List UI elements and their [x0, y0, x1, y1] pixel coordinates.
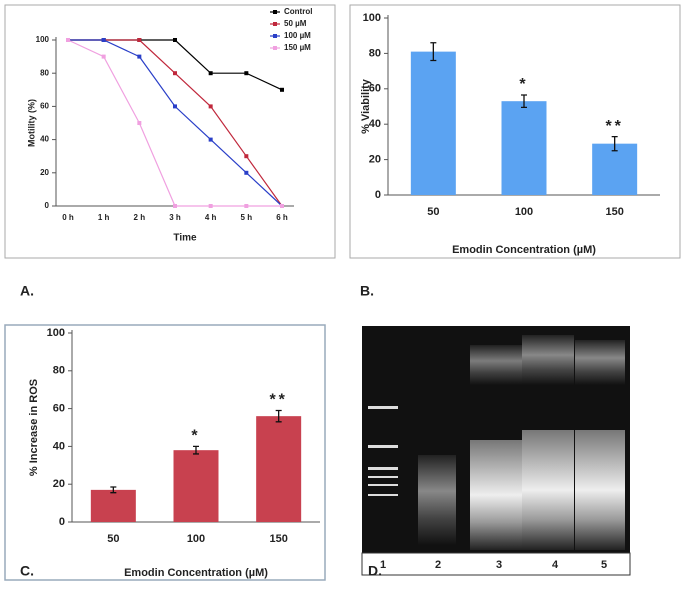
x-tick-label: 5 h [241, 213, 253, 222]
line [67, 39, 282, 207]
x-axis-label: Emodin Concentration (µM) [452, 244, 596, 256]
y-tick-label: 60 [40, 102, 49, 111]
y-tick-label: 80 [369, 47, 381, 59]
marker [137, 121, 142, 125]
y-tick-label: 0 [45, 201, 50, 210]
x-tick-label: 150 [269, 533, 287, 545]
marker [173, 204, 177, 208]
panel-label: D. [368, 563, 382, 579]
annotation: ** [269, 392, 287, 409]
x-tick-label: 6 h [276, 213, 288, 222]
x-axis-label: Time [173, 233, 197, 244]
legend-marker [273, 34, 277, 38]
y-tick-label: 20 [369, 154, 381, 166]
y-tick-label: 60 [369, 83, 381, 95]
lane-label: 4 [552, 559, 559, 571]
lane-label: 3 [496, 559, 502, 571]
x-tick-label: 2 h [134, 213, 146, 222]
marker [137, 54, 142, 59]
bar [173, 450, 219, 522]
y-tick-label: 0 [375, 189, 381, 201]
error-bar [193, 445, 199, 455]
panel-frame [349, 4, 681, 259]
bar [90, 489, 136, 522]
marker [101, 54, 106, 59]
annotation: ** [605, 118, 623, 135]
error-bar [430, 42, 437, 62]
y-tick-label: 0 [59, 516, 65, 528]
y-tick-label: 100 [36, 35, 50, 44]
y-tick-label: 20 [53, 478, 65, 490]
y-tick-label: 100 [47, 327, 65, 339]
x-axis-label: Emodin Concentration (µM) [124, 567, 268, 579]
x-tick-label: 3 h [169, 213, 181, 222]
x-tick-label: 50 [427, 206, 439, 218]
panel-label: C. [20, 563, 34, 579]
y-tick-label: 80 [40, 68, 49, 77]
y-tick-label: 60 [53, 403, 65, 415]
marker [244, 71, 249, 76]
marker [208, 71, 213, 76]
legend-marker [273, 46, 277, 50]
legend-label: Control [284, 7, 312, 16]
gel-image [361, 326, 631, 576]
lane-label: 5 [601, 559, 607, 571]
marker [173, 104, 177, 109]
x-tick-label: 150 [605, 206, 623, 218]
bar [501, 101, 547, 195]
annotation: * [191, 428, 200, 445]
marker [280, 87, 284, 92]
error-bar [110, 486, 117, 494]
line [68, 39, 283, 207]
y-axis-label: Motility (%) [26, 99, 36, 147]
panel-label: B. [360, 283, 374, 299]
lane-label: 1 [380, 559, 386, 571]
bar [256, 416, 302, 522]
marker [101, 38, 106, 42]
marker [208, 137, 213, 142]
x-tick-label: 1 h [98, 213, 110, 222]
bar [592, 143, 638, 195]
line [68, 39, 283, 207]
panel-frame [4, 4, 336, 259]
legend-label: 100 µM [284, 31, 311, 40]
y-tick-label: 40 [40, 135, 49, 144]
marker [244, 154, 249, 159]
y-tick-label: 80 [53, 365, 65, 377]
panel-frame [4, 324, 326, 581]
x-tick-label: 50 [107, 533, 119, 545]
marker [244, 170, 249, 175]
marker [244, 204, 249, 208]
lane-label: 2 [435, 559, 441, 571]
marker [66, 38, 70, 42]
line [68, 39, 283, 91]
error-bar [611, 135, 618, 152]
legend-marker [273, 22, 277, 26]
x-tick-label: 4 h [205, 213, 217, 222]
legend-marker [273, 10, 277, 14]
panel-label: A. [20, 283, 34, 299]
y-axis-label: % Viability [360, 78, 372, 134]
y-tick-label: 100 [363, 12, 381, 24]
x-tick-label: 0 h [62, 213, 74, 222]
bar [410, 51, 456, 195]
annotation: * [519, 76, 528, 93]
y-tick-label: 40 [53, 440, 65, 452]
x-tick-label: 100 [187, 533, 205, 545]
y-axis-label: % Increase in ROS [28, 379, 40, 476]
legend-label: 50 µM [284, 19, 307, 28]
x-tick-label: 100 [515, 206, 533, 218]
error-bar [521, 94, 527, 109]
y-tick-label: 20 [40, 168, 49, 177]
marker [208, 204, 213, 208]
marker [137, 38, 142, 42]
marker [208, 104, 213, 109]
marker [173, 38, 177, 42]
error-bar [275, 409, 282, 423]
marker [280, 204, 284, 208]
y-tick-label: 40 [369, 118, 381, 130]
marker [173, 71, 177, 76]
legend-label: 150 µM [284, 43, 311, 52]
